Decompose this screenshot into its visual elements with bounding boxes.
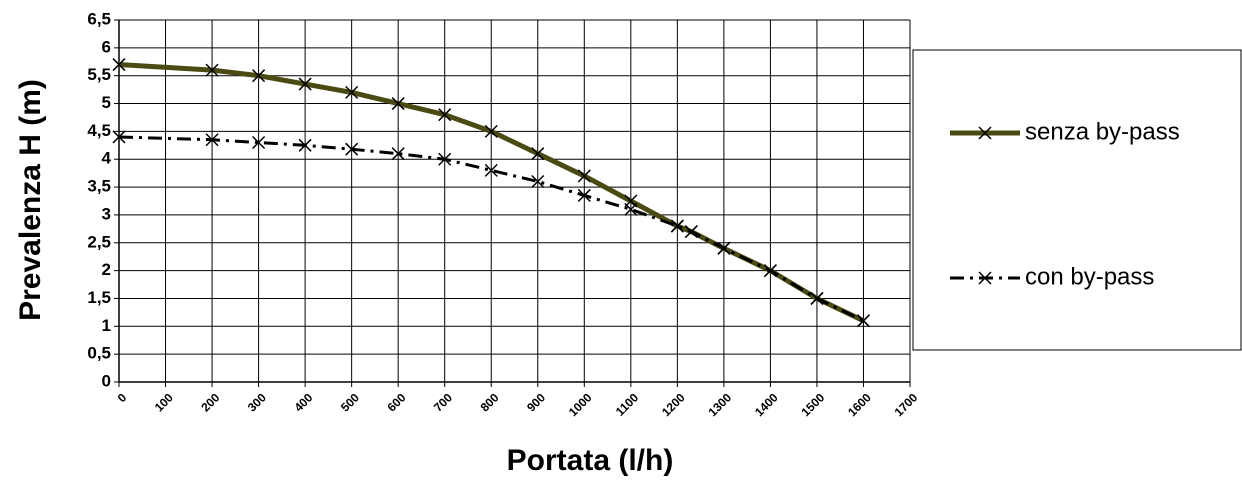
- marker: [684, 225, 698, 239]
- x-tick-label: 800: [478, 390, 502, 414]
- x-tick-label: 1400: [752, 390, 781, 419]
- marker: [438, 108, 452, 122]
- marker: [670, 219, 684, 233]
- y-tick-label: 5: [102, 93, 111, 112]
- x-axis-label: Portata (l/h): [507, 444, 674, 477]
- y-tick-label: 1,5: [87, 288, 111, 307]
- x-tick-label: 1700: [892, 390, 921, 419]
- x-tick-label: 400: [291, 390, 315, 414]
- marker: [438, 152, 452, 166]
- marker: [252, 135, 266, 150]
- x-tick-label: 1200: [659, 390, 688, 419]
- marker: [624, 202, 638, 216]
- y-axis-label: Prevalenza H (m): [14, 79, 47, 321]
- marker: [484, 124, 498, 138]
- y-tick-label: 0,5: [87, 344, 111, 363]
- marker: [345, 142, 359, 156]
- marker: [577, 169, 591, 183]
- marker: [205, 133, 219, 147]
- x-tick-label: 900: [524, 390, 548, 414]
- marker: [112, 130, 126, 144]
- x-tick-label: 1500: [799, 390, 828, 419]
- x-tick-label: 300: [245, 390, 269, 414]
- legend-label: senza by-pass: [1025, 118, 1180, 145]
- y-tick-label: 2,5: [87, 232, 111, 251]
- x-tick-label: 0: [115, 390, 130, 405]
- marker: [205, 63, 219, 77]
- x-tick-label: 1000: [566, 390, 595, 419]
- marker: [763, 264, 777, 278]
- y-tick-label: 5,5: [87, 65, 111, 84]
- marker: [717, 241, 731, 255]
- x-tick-label: 1600: [845, 390, 874, 419]
- marker: [810, 291, 824, 305]
- marker: [531, 147, 545, 161]
- y-tick-label: 4: [102, 149, 112, 168]
- marker: [391, 97, 405, 111]
- marker: [391, 147, 405, 161]
- x-tick-label: 500: [338, 390, 362, 414]
- marker: [978, 126, 992, 140]
- marker: [856, 314, 871, 328]
- marker: [252, 69, 266, 83]
- marker: [531, 174, 545, 189]
- marker: [484, 163, 498, 177]
- x-tick-label: 1100: [613, 390, 642, 419]
- y-tick-label: 4,5: [87, 121, 111, 140]
- y-tick-label: 3,5: [87, 177, 111, 196]
- legend-label: con by-pass: [1025, 263, 1154, 290]
- x-tick-label: 600: [384, 390, 408, 414]
- marker: [345, 85, 359, 99]
- marker: [298, 77, 312, 91]
- legend-box: [912, 49, 1242, 351]
- x-tick-label: 1300: [705, 390, 734, 419]
- y-tick-label: 1: [102, 316, 111, 335]
- x-tick-label: 200: [198, 390, 222, 414]
- y-tick-label: 2: [102, 260, 111, 279]
- marker: [112, 58, 126, 72]
- x-tick-label: 100: [152, 390, 176, 414]
- y-tick-label: 0: [102, 371, 111, 390]
- marker: [298, 138, 312, 152]
- marker: [978, 271, 992, 285]
- x-tick-label: 700: [431, 390, 455, 414]
- y-tick-label: 6,5: [87, 9, 111, 28]
- y-tick-label: 6: [102, 37, 111, 56]
- marker: [577, 188, 591, 202]
- y-tick-label: 3: [102, 204, 111, 223]
